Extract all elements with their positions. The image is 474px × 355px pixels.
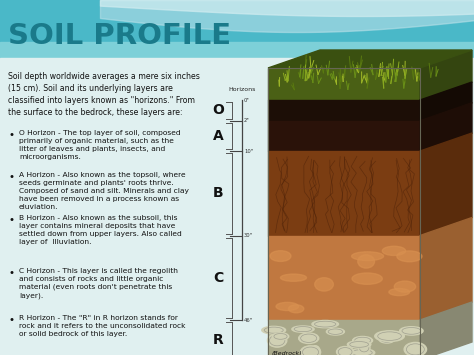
Ellipse shape	[312, 321, 338, 328]
Ellipse shape	[288, 305, 304, 313]
Polygon shape	[420, 82, 472, 121]
Text: R: R	[213, 333, 223, 347]
Bar	[0, 0, 474, 58]
Ellipse shape	[327, 328, 345, 335]
Ellipse shape	[267, 334, 287, 347]
Ellipse shape	[299, 333, 319, 343]
Text: 30": 30"	[244, 233, 253, 238]
Ellipse shape	[262, 326, 286, 334]
Ellipse shape	[310, 346, 320, 355]
Text: •: •	[8, 268, 14, 278]
Text: 10": 10"	[244, 148, 253, 153]
Ellipse shape	[394, 281, 416, 292]
Ellipse shape	[315, 278, 333, 291]
Text: 0": 0"	[244, 98, 250, 103]
Polygon shape	[268, 50, 472, 68]
Ellipse shape	[400, 327, 423, 335]
Ellipse shape	[353, 337, 373, 344]
Ellipse shape	[358, 343, 370, 353]
Ellipse shape	[292, 326, 314, 332]
Text: 46": 46"	[244, 317, 253, 322]
Text: Horizons: Horizons	[228, 87, 255, 92]
Bar	[268, 151, 420, 235]
Ellipse shape	[270, 251, 291, 261]
Bar	[268, 320, 420, 355]
Bar	[268, 68, 420, 100]
Ellipse shape	[389, 289, 410, 296]
Text: SOIL PROFILE: SOIL PROFILE	[8, 22, 231, 50]
Text: B Horizon - Also known as the subsoil, this
layer contains mineral deposits that: B Horizon - Also known as the subsoil, t…	[19, 215, 182, 245]
Ellipse shape	[281, 274, 307, 281]
Text: •: •	[8, 130, 14, 140]
Polygon shape	[420, 103, 472, 151]
Ellipse shape	[375, 331, 404, 342]
Ellipse shape	[383, 246, 406, 256]
Bar	[0, 0, 474, 42]
Text: B: B	[213, 186, 223, 200]
Ellipse shape	[358, 255, 374, 268]
Bar	[0, 42, 474, 64]
Text: A: A	[213, 129, 223, 143]
Text: 2": 2"	[244, 118, 250, 123]
Text: O: O	[212, 103, 224, 118]
Text: C: C	[213, 271, 223, 285]
Bar	[268, 121, 420, 151]
Ellipse shape	[352, 273, 383, 284]
Ellipse shape	[272, 333, 289, 340]
Polygon shape	[420, 302, 472, 355]
Text: C Horizon - This layer is called the regolith
and consists of rocks and little o: C Horizon - This layer is called the reg…	[19, 268, 178, 299]
Text: A Horizon - Also known as the topsoil, where
seeds germinate and plants' roots t: A Horizon - Also known as the topsoil, w…	[19, 172, 189, 209]
Text: •: •	[8, 172, 14, 182]
Text: •: •	[8, 215, 14, 225]
Text: (Bedrock): (Bedrock)	[272, 351, 302, 355]
Ellipse shape	[301, 346, 320, 355]
Ellipse shape	[379, 335, 395, 343]
Text: •: •	[8, 315, 14, 325]
Bar	[0, 58, 474, 355]
Polygon shape	[420, 218, 472, 320]
Ellipse shape	[347, 341, 371, 348]
Text: Soil depth worldwide averages a mere six inches
(15 cm). Soil and its underlying: Soil depth worldwide averages a mere six…	[8, 72, 200, 118]
Bar	[268, 100, 420, 121]
Ellipse shape	[337, 346, 354, 355]
Bar	[268, 68, 420, 355]
Ellipse shape	[397, 251, 422, 262]
Text: O Horizon - The top layer of soil, composed
primarily of organic material, such : O Horizon - The top layer of soil, compo…	[19, 130, 181, 160]
Text: R Horizon - The "R" in R horizon stands for
rock and it refers to the unconsolid: R Horizon - The "R" in R horizon stands …	[19, 315, 185, 337]
Bar	[268, 235, 420, 320]
Ellipse shape	[276, 302, 299, 311]
Ellipse shape	[352, 252, 383, 261]
Polygon shape	[420, 133, 472, 235]
Ellipse shape	[404, 343, 427, 355]
Polygon shape	[420, 50, 472, 100]
Ellipse shape	[349, 349, 375, 355]
